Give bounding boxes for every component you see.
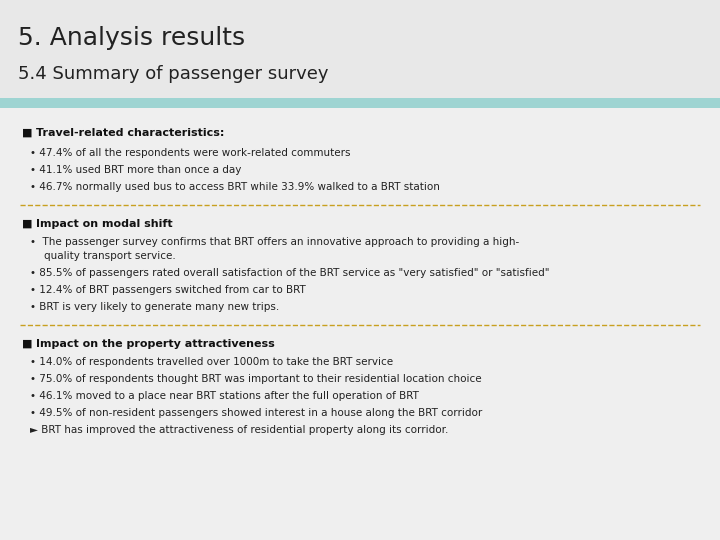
Text: • 49.5% of non-resident passengers showed interest in a house along the BRT corr: • 49.5% of non-resident passengers showe… — [30, 408, 482, 418]
Text: 5.4 Summary of passenger survey: 5.4 Summary of passenger survey — [18, 65, 328, 83]
Text: • 46.1% moved to a place near BRT stations after the full operation of BRT: • 46.1% moved to a place near BRT statio… — [30, 391, 419, 401]
Text: ■: ■ — [22, 339, 32, 349]
Text: quality transport service.: quality transport service. — [44, 251, 176, 261]
Text: • 75.0% of respondents thought BRT was important to their residential location c: • 75.0% of respondents thought BRT was i… — [30, 374, 482, 384]
Text: • 14.0% of respondents travelled over 1000m to take the BRT service: • 14.0% of respondents travelled over 10… — [30, 357, 393, 367]
Text: ■: ■ — [22, 128, 32, 138]
Text: Travel-related characteristics:: Travel-related characteristics: — [36, 128, 225, 138]
Bar — [0, 108, 720, 540]
Text: ► BRT has improved the attractiveness of residential property along its corridor: ► BRT has improved the attractiveness of… — [30, 425, 449, 435]
Text: ■: ■ — [22, 219, 32, 229]
Text: Impact on modal shift: Impact on modal shift — [36, 219, 173, 229]
Text: • 46.7% normally used bus to access BRT while 33.9% walked to a BRT station: • 46.7% normally used bus to access BRT … — [30, 182, 440, 192]
Text: • 47.4% of all the respondents were work-related commuters: • 47.4% of all the respondents were work… — [30, 148, 351, 158]
Text: • 85.5% of passengers rated overall satisfaction of the BRT service as "very sat: • 85.5% of passengers rated overall sati… — [30, 268, 549, 278]
Bar — [0, 98, 720, 108]
Text: 5. Analysis results: 5. Analysis results — [18, 26, 245, 50]
Text: •  The passenger survey confirms that BRT offers an innovative approach to provi: • The passenger survey confirms that BRT… — [30, 237, 519, 247]
Text: • 41.1% used BRT more than once a day: • 41.1% used BRT more than once a day — [30, 165, 241, 175]
Text: • BRT is very likely to generate many new trips.: • BRT is very likely to generate many ne… — [30, 302, 279, 312]
Bar — [0, 0, 720, 100]
Text: • 12.4% of BRT passengers switched from car to BRT: • 12.4% of BRT passengers switched from … — [30, 285, 306, 295]
Text: Impact on the property attractiveness: Impact on the property attractiveness — [36, 339, 275, 349]
